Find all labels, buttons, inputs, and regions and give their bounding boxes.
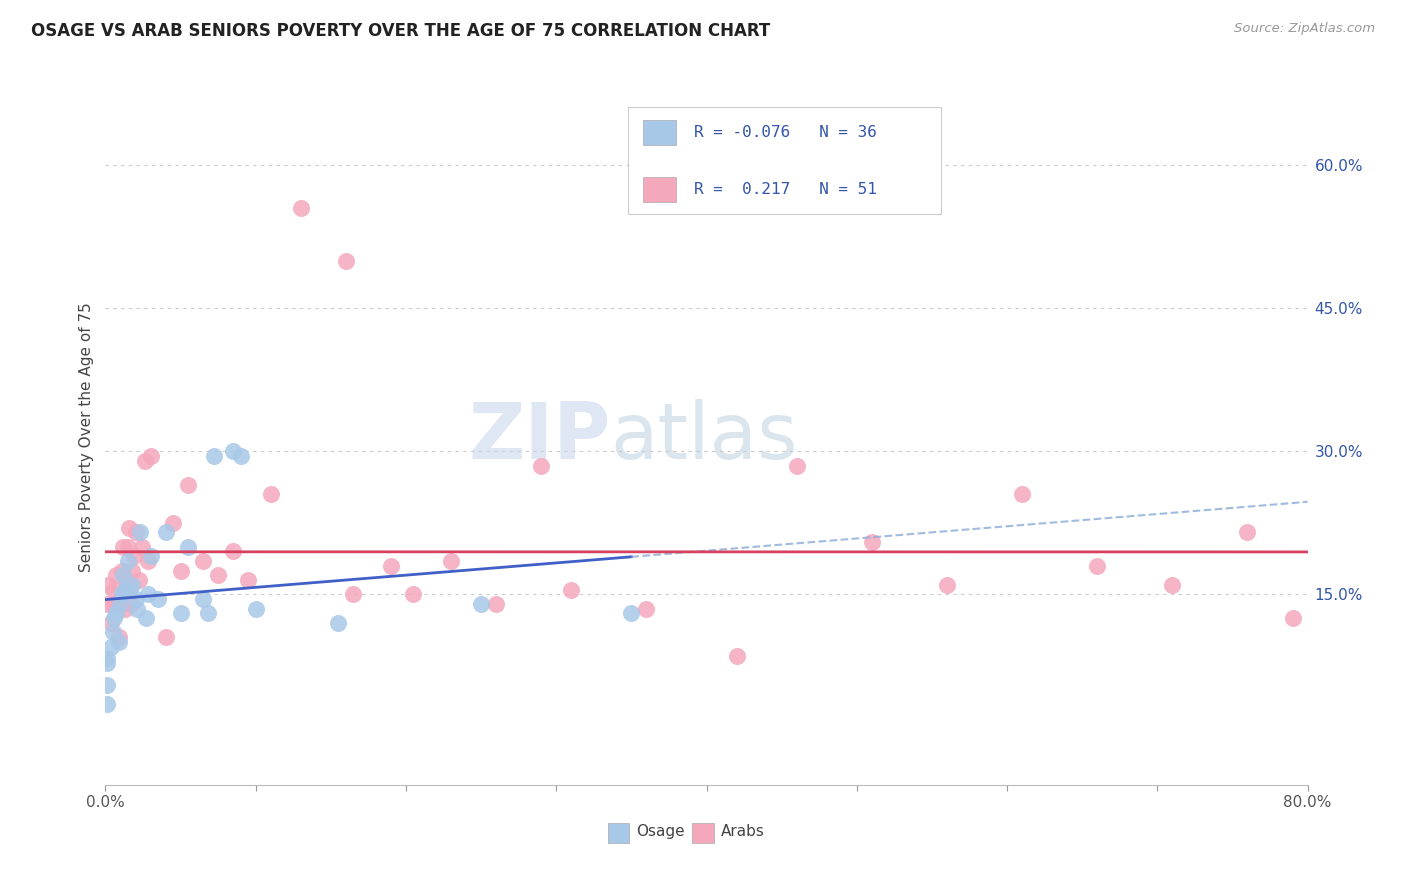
- Point: [146, 592, 169, 607]
- Text: R = -0.076   N = 36: R = -0.076 N = 36: [695, 125, 877, 140]
- Point: [169, 607, 191, 621]
- Point: [136, 587, 159, 601]
- Point: [112, 540, 135, 554]
- Point: [222, 544, 245, 558]
- Point: [162, 516, 184, 530]
- Point: [114, 582, 136, 597]
- Text: atlas: atlas: [610, 399, 797, 475]
- Point: [560, 582, 582, 597]
- Point: [260, 487, 283, 501]
- Point: [111, 564, 134, 578]
- Point: [1161, 578, 1184, 592]
- Point: [136, 554, 159, 568]
- Point: [103, 611, 125, 625]
- Text: Osage: Osage: [636, 824, 685, 838]
- Text: Arabs: Arabs: [720, 824, 765, 838]
- Point: [128, 573, 150, 587]
- Point: [342, 587, 364, 601]
- Point: [470, 597, 492, 611]
- Point: [118, 521, 141, 535]
- Point: [124, 592, 146, 607]
- Point: [207, 568, 229, 582]
- Point: [103, 582, 125, 597]
- Point: [485, 597, 508, 611]
- Point: [96, 678, 118, 692]
- Point: [120, 597, 142, 611]
- Point: [197, 607, 219, 621]
- Point: [100, 615, 122, 630]
- Point: [402, 587, 425, 601]
- Point: [1236, 525, 1258, 540]
- Point: [860, 535, 883, 549]
- Point: [100, 640, 122, 654]
- Point: [97, 578, 120, 592]
- Text: ZIP: ZIP: [468, 399, 610, 475]
- Point: [121, 564, 143, 578]
- Point: [108, 630, 131, 644]
- Point: [177, 477, 200, 491]
- Point: [131, 540, 153, 554]
- FancyBboxPatch shape: [643, 120, 676, 145]
- Point: [135, 611, 157, 625]
- Text: OSAGE VS ARAB SENIORS POVERTY OVER THE AGE OF 75 CORRELATION CHART: OSAGE VS ARAB SENIORS POVERTY OVER THE A…: [31, 22, 770, 40]
- Point: [121, 578, 143, 592]
- Point: [202, 449, 225, 463]
- Point: [118, 582, 141, 597]
- Point: [530, 458, 553, 473]
- Point: [110, 597, 132, 611]
- Point: [1011, 487, 1033, 501]
- Point: [112, 568, 135, 582]
- Point: [191, 592, 214, 607]
- Point: [155, 525, 177, 540]
- Point: [169, 564, 191, 578]
- Point: [238, 573, 260, 587]
- FancyBboxPatch shape: [628, 106, 941, 214]
- Point: [229, 449, 252, 463]
- Point: [139, 449, 162, 463]
- Point: [117, 540, 139, 554]
- Point: [335, 253, 357, 268]
- Point: [725, 649, 748, 664]
- Point: [96, 651, 118, 665]
- Point: [110, 597, 132, 611]
- Point: [380, 558, 402, 573]
- Point: [108, 635, 131, 649]
- Point: [440, 554, 463, 568]
- Point: [155, 630, 177, 644]
- Y-axis label: Seniors Poverty Over the Age of 75: Seniors Poverty Over the Age of 75: [79, 302, 94, 572]
- Point: [134, 454, 156, 468]
- Point: [191, 554, 214, 568]
- Point: [177, 540, 200, 554]
- Point: [96, 656, 118, 670]
- Point: [1281, 611, 1303, 625]
- Point: [245, 601, 267, 615]
- Point: [115, 573, 138, 587]
- Text: R =  0.217   N = 51: R = 0.217 N = 51: [695, 182, 877, 197]
- Point: [117, 554, 139, 568]
- Point: [129, 525, 152, 540]
- Point: [101, 625, 124, 640]
- Point: [786, 458, 808, 473]
- Point: [936, 578, 959, 592]
- Text: Source: ZipAtlas.com: Source: ZipAtlas.com: [1234, 22, 1375, 36]
- Point: [328, 615, 350, 630]
- Point: [290, 202, 312, 216]
- Point: [125, 601, 148, 615]
- Point: [139, 549, 162, 564]
- Point: [222, 444, 245, 458]
- FancyBboxPatch shape: [643, 177, 676, 202]
- Point: [1085, 558, 1108, 573]
- Point: [96, 697, 118, 711]
- Point: [115, 582, 138, 597]
- Point: [104, 568, 127, 582]
- Point: [101, 597, 124, 611]
- Point: [620, 607, 643, 621]
- Point: [636, 601, 658, 615]
- Point: [122, 549, 145, 564]
- Point: [124, 525, 146, 540]
- Point: [111, 587, 134, 601]
- Point: [104, 607, 127, 621]
- Point: [96, 597, 118, 611]
- Point: [114, 601, 136, 615]
